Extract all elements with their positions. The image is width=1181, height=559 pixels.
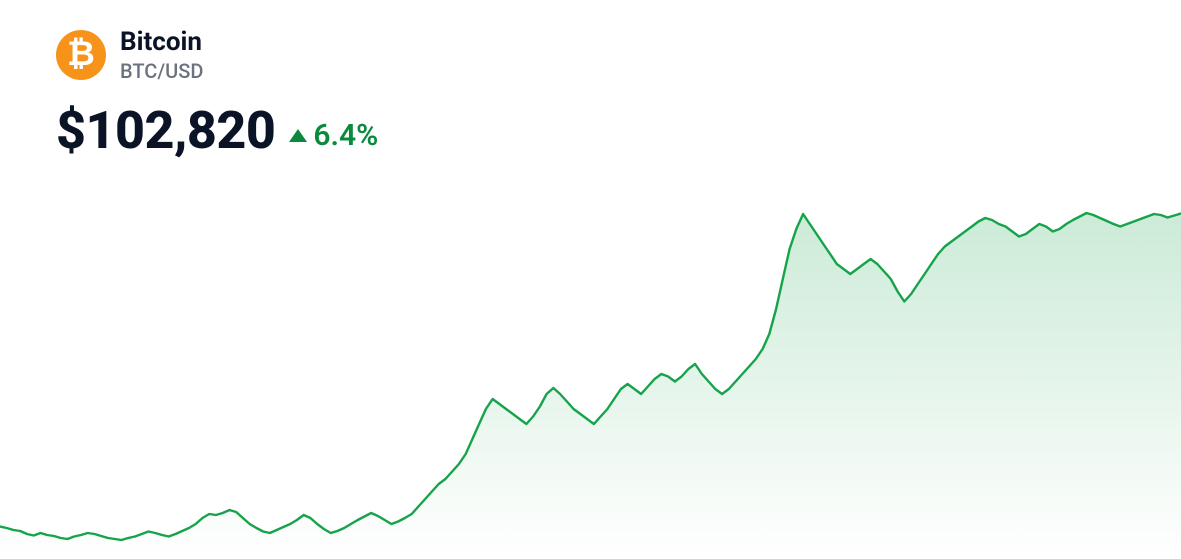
price-chart xyxy=(0,199,1181,559)
asset-pair: BTC/USD xyxy=(120,60,203,83)
asset-name: Bitcoin xyxy=(120,28,203,58)
price-value: $102,820 xyxy=(56,100,275,161)
asset-header: ₿ Bitcoin BTC/USD xyxy=(56,28,203,83)
price-change-value: 6.4% xyxy=(313,118,378,153)
bitcoin-glyph: ₿ xyxy=(67,37,95,71)
price-change: 6.4% xyxy=(289,118,378,153)
asset-name-block: Bitcoin BTC/USD xyxy=(120,28,203,83)
chart-area xyxy=(0,213,1181,559)
price-row: $102,820 6.4% xyxy=(56,100,378,161)
bitcoin-icon: ₿ xyxy=(56,30,106,80)
caret-up-icon xyxy=(289,129,307,142)
price-chart-svg xyxy=(0,199,1181,559)
